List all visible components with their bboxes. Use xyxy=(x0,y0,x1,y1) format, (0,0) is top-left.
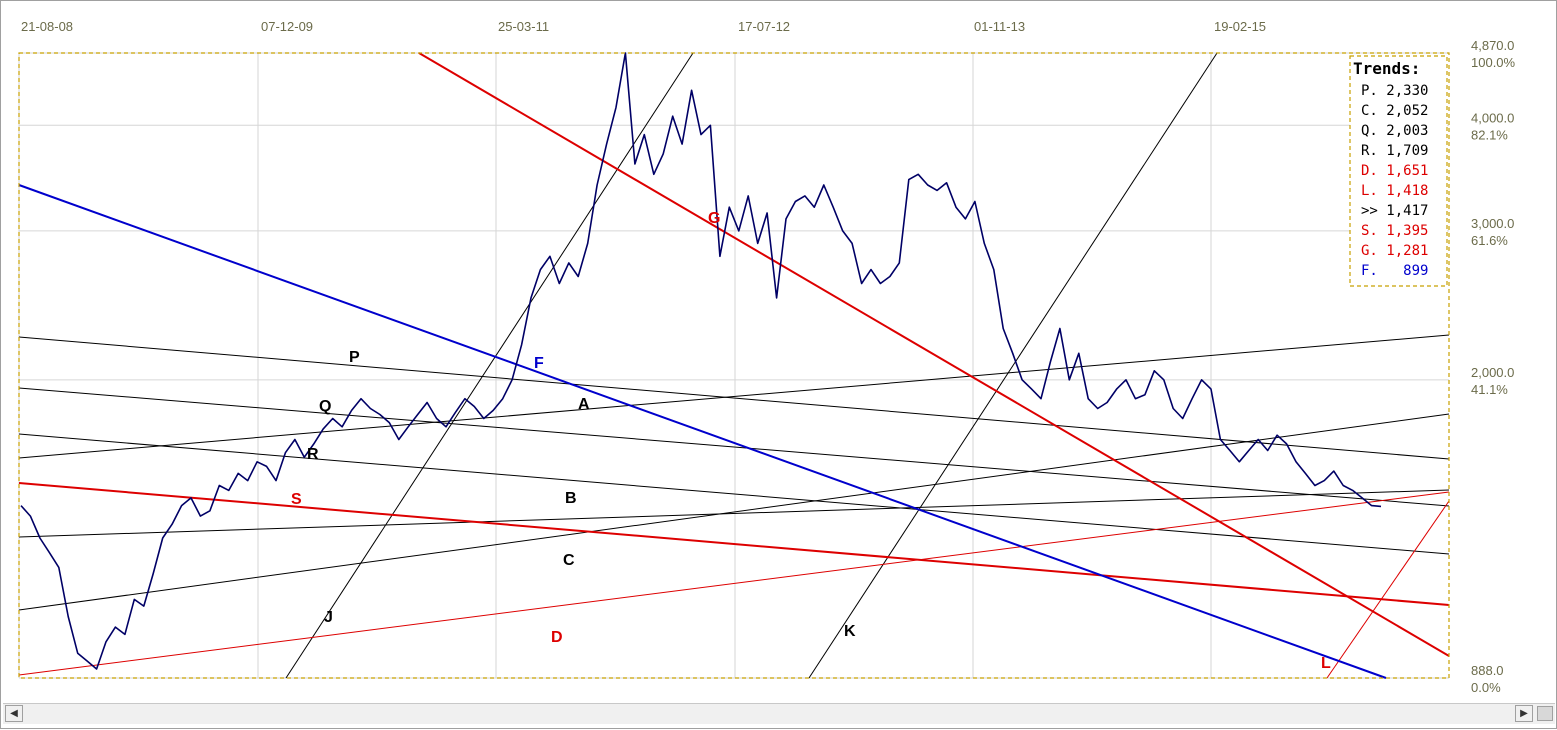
trendline-label-c: C xyxy=(563,552,575,569)
trendline-label-p: P xyxy=(349,349,360,366)
y-tick-value: 4,000.0 xyxy=(1471,110,1514,125)
y-tick-value: 2,000.0 xyxy=(1471,365,1514,380)
trendline-a xyxy=(18,334,1450,459)
trends-legend: Trends: P. 2,330 C. 2,052 Q. 2,003 R. 1,709… xyxy=(1349,55,1448,287)
scroll-left-button[interactable]: ◀ xyxy=(5,705,23,722)
legend-item: G. 1,281 xyxy=(1361,243,1428,259)
arrow-left-icon: ◀ xyxy=(10,708,18,719)
trendline-d xyxy=(18,491,1450,676)
trendline-label-s: S xyxy=(291,491,302,508)
arrow-right-icon: ▶ xyxy=(1520,708,1528,719)
x-tick-label: 25-03-11 xyxy=(498,19,549,34)
trendline-k xyxy=(808,52,1218,679)
trendline-label-j: J xyxy=(324,609,333,626)
y-tick-value: 888.0 xyxy=(1471,663,1504,678)
trendline-label-q: Q xyxy=(319,398,331,415)
trendline-g xyxy=(418,52,1450,657)
trendline-f xyxy=(18,184,1387,679)
legend-item: C. 2,052 xyxy=(1361,103,1428,119)
y-tick-percent: 82.1% xyxy=(1471,127,1508,142)
legend-item: P. 2,330 xyxy=(1361,83,1428,99)
trendline-label-l: L xyxy=(1321,655,1331,672)
y-tick-percent: 61.6% xyxy=(1471,233,1508,248)
legend-item: L. 1,418 xyxy=(1361,183,1428,199)
legend-item: D. 1,651 xyxy=(1361,163,1428,179)
trendline-q xyxy=(18,387,1450,507)
trendline-label-a: A xyxy=(578,396,590,413)
y-tick-value: 4,870.0 xyxy=(1471,38,1514,53)
trendline-c xyxy=(18,413,1450,611)
trendline-label-g: G xyxy=(708,210,720,227)
x-tick-label: 17-07-12 xyxy=(738,19,790,34)
y-axis-ticks: 4,870.0 100.0% 4,000.0 82.1% 3,000.0 61.6% 2,0… xyxy=(1471,38,1516,695)
trendline-label-d: D xyxy=(551,629,563,646)
price-series-layer xyxy=(20,52,1382,670)
trendline-s xyxy=(18,482,1450,606)
grid-layer xyxy=(18,52,1449,679)
legend-item: R. 1,709 xyxy=(1361,143,1428,159)
legend-title: Trends: xyxy=(1353,59,1420,78)
legend-item: Q. 2,003 xyxy=(1361,123,1428,139)
scrollbar-thumb[interactable] xyxy=(1537,706,1553,721)
x-tick-label: 21-08-08 xyxy=(21,19,73,34)
y-tick-value: 3,000.0 xyxy=(1471,216,1514,231)
x-tick-label: 01-11-13 xyxy=(974,19,1025,34)
trendline-label-r: R xyxy=(307,446,319,463)
legend-item: >> 1,417 xyxy=(1361,203,1428,219)
legend-item: S. 1,395 xyxy=(1361,223,1428,239)
plot-area-border xyxy=(18,52,1450,679)
legend-box xyxy=(1349,55,1448,287)
trendline-r xyxy=(18,433,1450,555)
price-line xyxy=(20,52,1382,670)
trendline-p xyxy=(18,336,1450,460)
y-tick-percent: 100.0% xyxy=(1471,55,1516,70)
trendline-label-b: B xyxy=(565,490,577,507)
trendline-l xyxy=(1326,500,1450,679)
y-tick-percent: 41.1% xyxy=(1471,382,1508,397)
x-tick-label: 19-02-15 xyxy=(1214,19,1266,34)
x-tick-label: 07-12-09 xyxy=(261,19,313,34)
legend-item: F. 899 xyxy=(1361,263,1428,279)
trendline-b xyxy=(18,489,1450,538)
trendline-labels: P Q R A B C J K S D G L F xyxy=(291,210,1331,672)
trendline-label-f: F xyxy=(534,355,544,372)
horizontal-scrollbar[interactable]: ◀ ▶ xyxy=(3,703,1555,724)
trendlines-layer xyxy=(18,52,1450,679)
y-tick-percent: 0.0% xyxy=(1471,680,1501,695)
scroll-right-button[interactable]: ▶ xyxy=(1515,705,1533,722)
x-axis-ticks: 21-08-08 07-12-09 25-03-11 17-07-12 01-11-13… xyxy=(21,19,1266,34)
trendline-label-k: K xyxy=(844,623,856,640)
trendline-j xyxy=(285,52,694,679)
